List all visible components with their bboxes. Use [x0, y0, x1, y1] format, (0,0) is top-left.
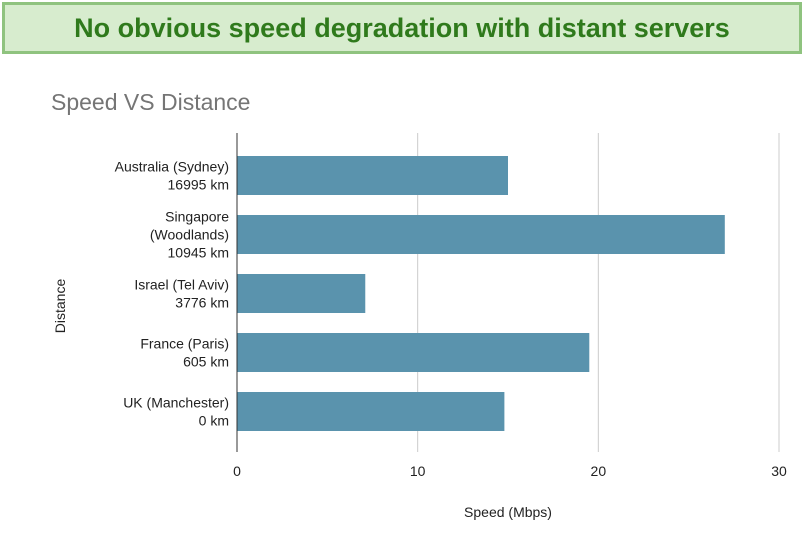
bar	[237, 333, 590, 372]
x-tick-labels: 0 10 20 30	[233, 463, 787, 479]
category-label: UK (Manchester) 0 km	[123, 395, 229, 429]
x-tick-label: 0	[233, 463, 241, 479]
category-labels: Australia (Sydney) 16995 km Singapore (Wood…	[115, 159, 230, 429]
headline-banner: No obvious speed degradation with distan…	[2, 2, 802, 54]
bar	[237, 274, 366, 313]
category-label: France (Paris) 605 km	[140, 336, 229, 370]
bar	[237, 392, 505, 431]
headline-text: No obvious speed degradation with distan…	[74, 12, 730, 43]
y-axis-title: Distance	[52, 279, 68, 334]
bar	[237, 156, 508, 195]
chart-title: Speed VS Distance	[51, 89, 251, 115]
x-tick-label: 20	[591, 463, 607, 479]
x-tick-label: 10	[410, 463, 426, 479]
category-label: Australia (Sydney) 16995 km	[115, 159, 229, 193]
x-tick-label: 30	[771, 463, 787, 479]
x-axis-title: Speed (Mbps)	[464, 504, 552, 520]
category-label: Singapore (Woodlands) 10945 km	[150, 209, 229, 261]
category-label: Israel (Tel Aviv) 3776 km	[134, 277, 229, 311]
bars	[237, 156, 725, 431]
bar	[237, 215, 725, 254]
